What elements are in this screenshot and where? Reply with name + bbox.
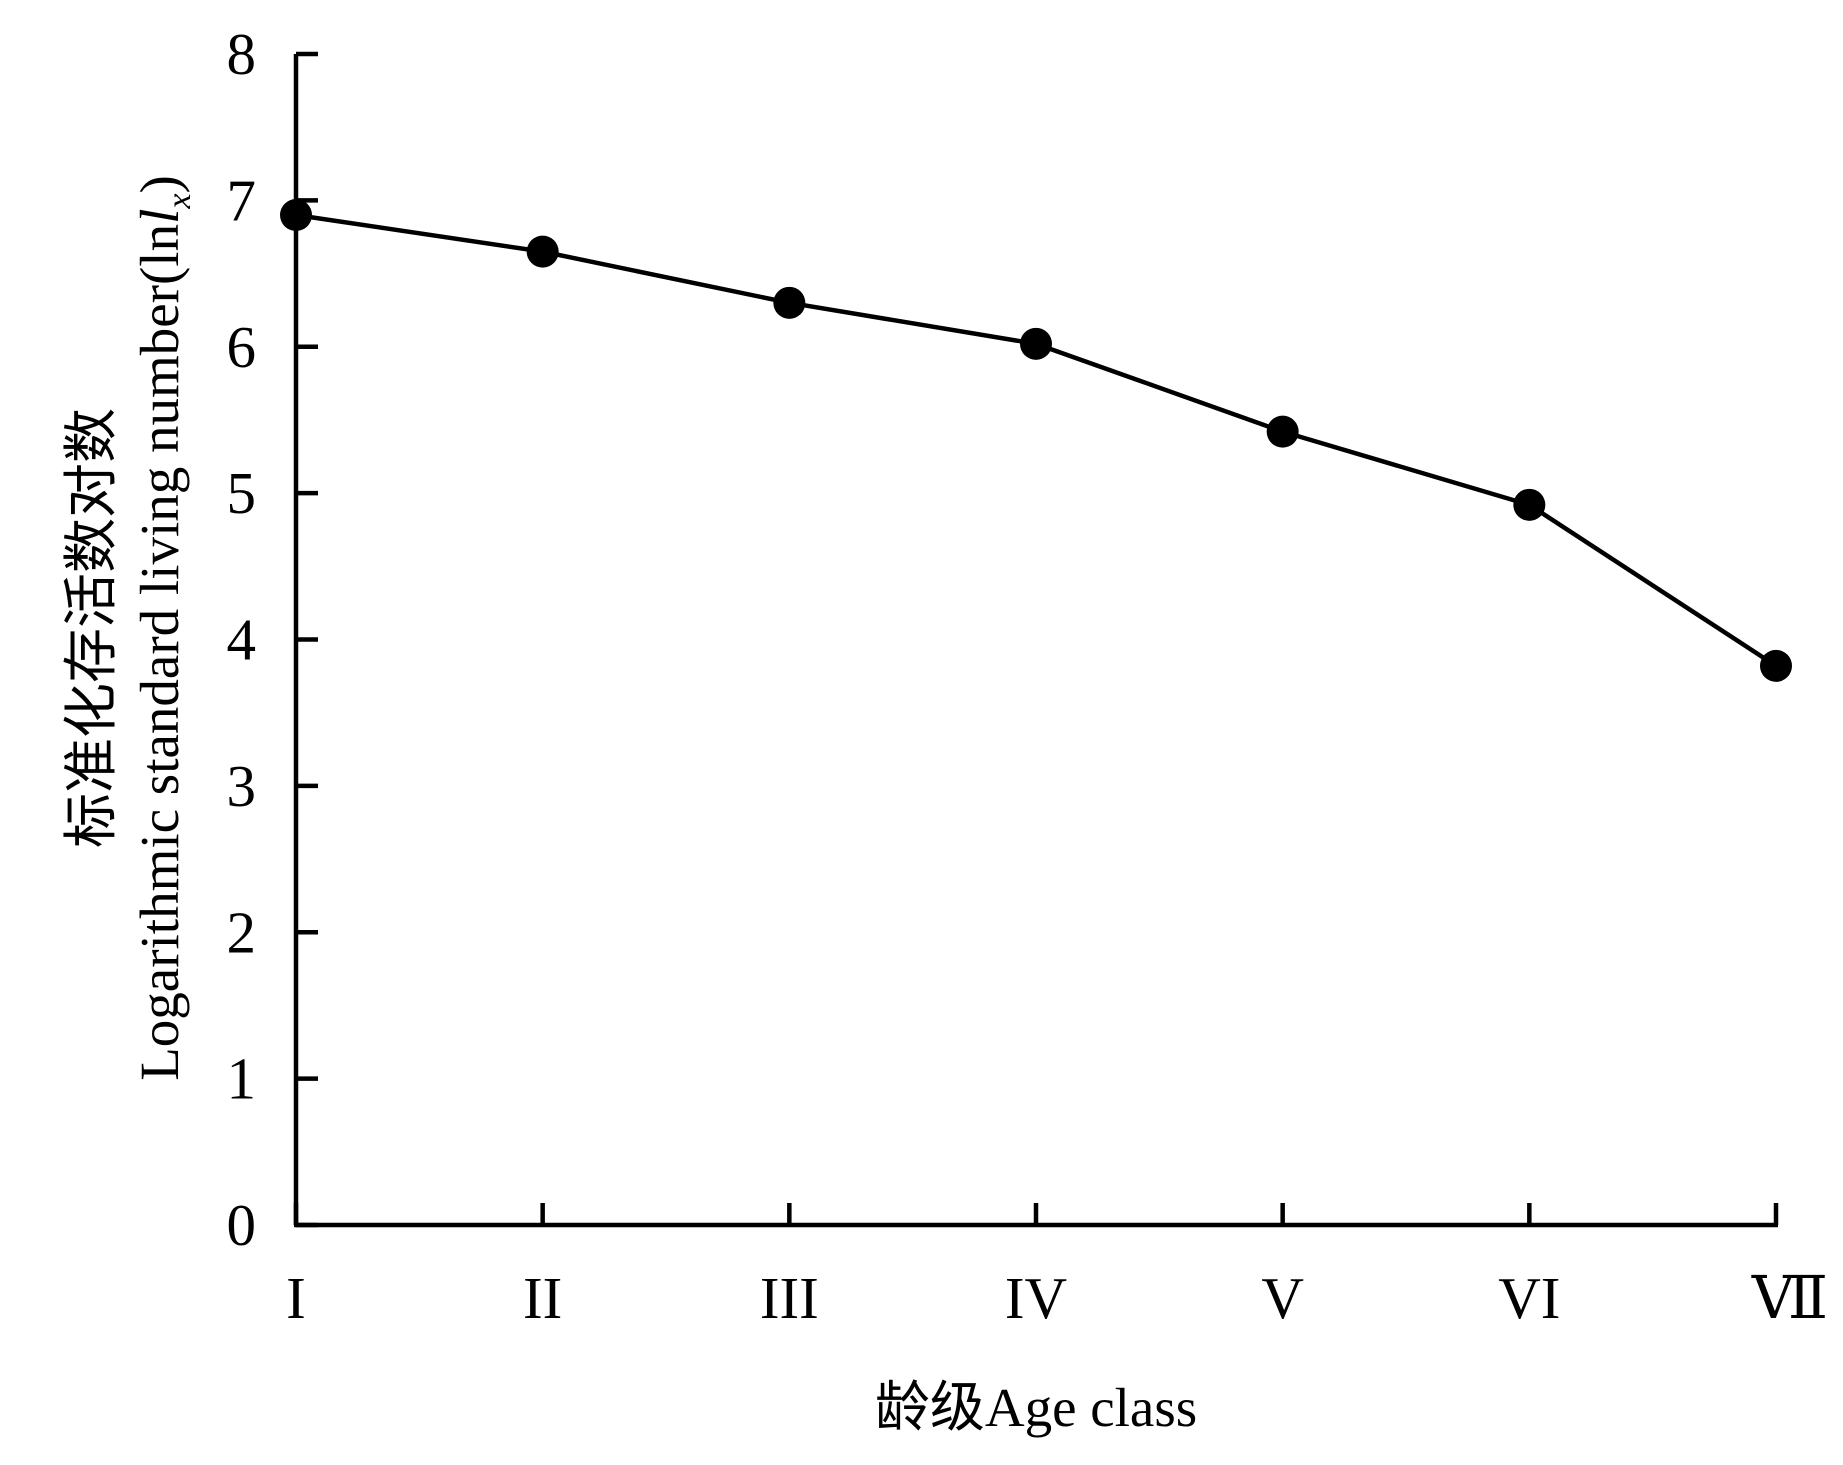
x-tick-label: VI	[1498, 1265, 1560, 1331]
data-point	[1513, 488, 1546, 521]
y-axis-label-suffix: )	[129, 175, 190, 193]
y-axis-label: 标准化存活数对数 Logarithmic standard living num…	[61, 175, 198, 1081]
x-tick-label: III	[760, 1265, 819, 1331]
y-axis: 0 1 2 3 4 5 6 7 8	[227, 21, 318, 1258]
x-axis-label: 龄级Age class	[875, 1377, 1197, 1438]
x-tick-label: IV	[1005, 1265, 1067, 1331]
x-tick-label: I	[286, 1265, 306, 1331]
series-line	[295, 212, 1778, 668]
data-point	[1760, 649, 1792, 682]
data-point	[1266, 415, 1299, 448]
y-tick-label: 7	[227, 167, 257, 233]
x-tick-label: V	[1261, 1265, 1304, 1331]
y-ticks: 0 1 2 3 4 5 6 7 8	[227, 21, 318, 1258]
data-point	[773, 286, 806, 319]
plot-area	[280, 199, 1792, 682]
y-tick-label: 6	[227, 314, 257, 380]
y-axis-label-variable: l	[129, 209, 190, 224]
x-tick-label: Ⅶ	[1751, 1265, 1828, 1331]
y-axis-label-line2: Logarithmic standard living number(lnlx)	[129, 175, 198, 1081]
x-axis: I II III IV V VI Ⅶ	[286, 1203, 1828, 1331]
y-tick-label: 3	[227, 753, 257, 819]
y-axis-label-subscript: x	[161, 194, 198, 210]
y-tick-label: 5	[227, 460, 257, 526]
y-tick-label: 1	[227, 1046, 257, 1112]
y-tick-label: 2	[227, 899, 257, 965]
data-point	[526, 235, 559, 268]
data-point	[1020, 327, 1052, 360]
y-tick-label: 0	[227, 1192, 257, 1258]
x-tick-label: II	[523, 1265, 562, 1331]
data-point	[280, 199, 312, 232]
y-tick-label: 4	[227, 607, 257, 673]
y-tick-label: 8	[227, 21, 257, 87]
y-axis-label-prefix: Logarithmic standard living number(ln	[129, 224, 190, 1081]
y-axis-label-line1: 标准化存活数对数	[61, 408, 122, 848]
x-ticks: I II III IV V VI Ⅶ	[286, 1203, 1828, 1331]
